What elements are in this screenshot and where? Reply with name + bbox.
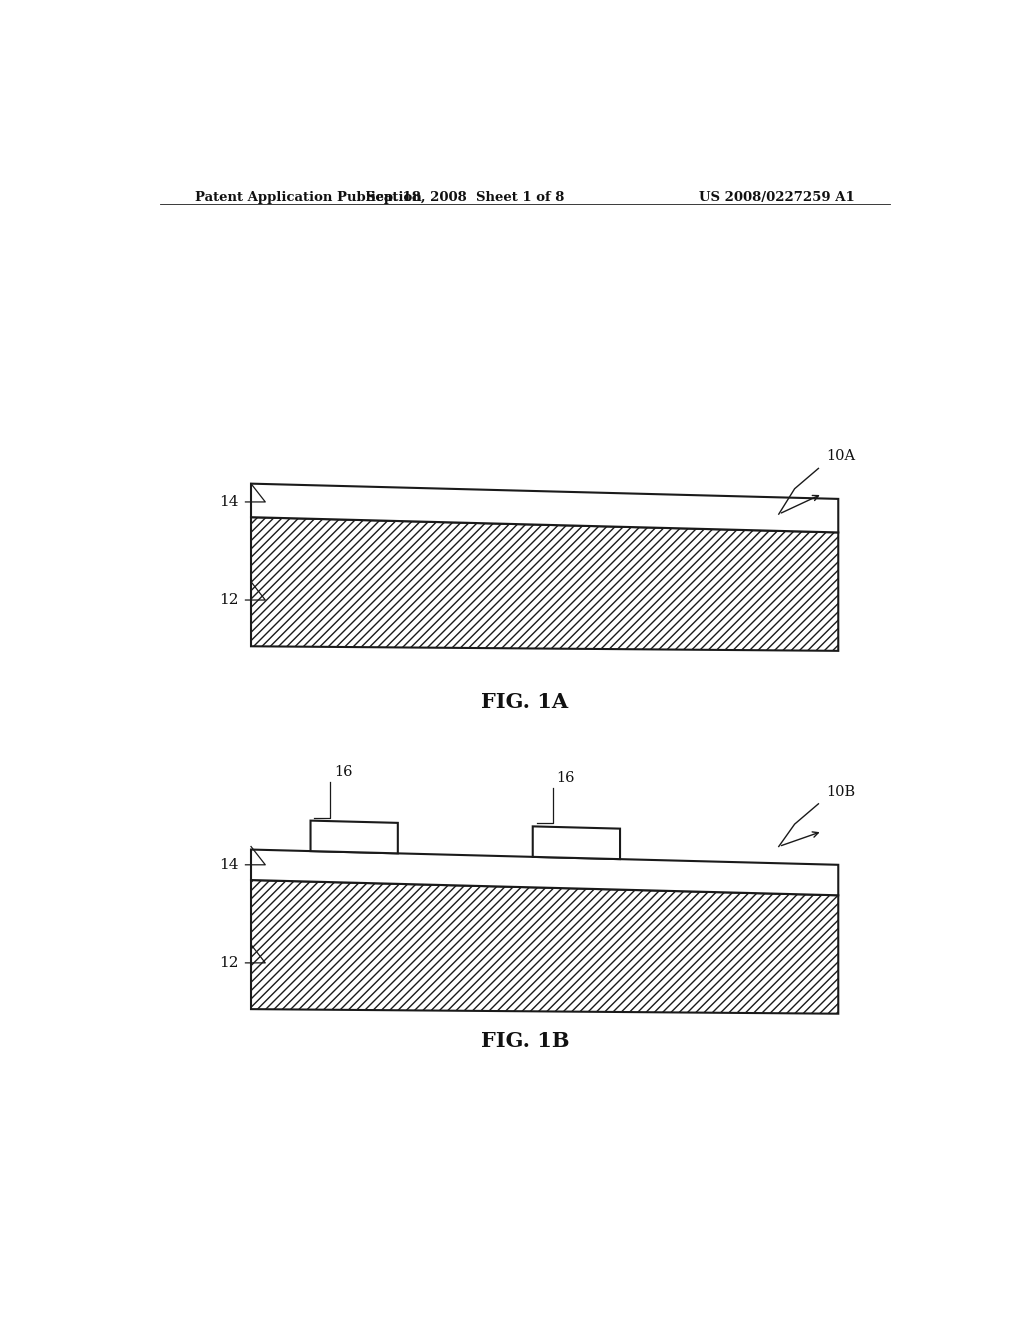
Text: 14: 14: [219, 495, 239, 510]
Text: Patent Application Publication: Patent Application Publication: [196, 191, 422, 203]
Text: 16: 16: [557, 771, 575, 784]
Text: FIG. 1B: FIG. 1B: [480, 1031, 569, 1052]
Polygon shape: [310, 821, 397, 853]
Text: 12: 12: [219, 956, 239, 970]
Text: 16: 16: [334, 764, 353, 779]
Text: 10B: 10B: [826, 784, 855, 799]
Polygon shape: [251, 880, 839, 1014]
Text: 10A: 10A: [826, 449, 855, 463]
Text: Sep. 18, 2008  Sheet 1 of 8: Sep. 18, 2008 Sheet 1 of 8: [367, 191, 564, 203]
Polygon shape: [251, 517, 839, 651]
Polygon shape: [251, 850, 839, 895]
Text: US 2008/0227259 A1: US 2008/0227259 A1: [699, 191, 855, 203]
Polygon shape: [251, 483, 839, 532]
Text: 14: 14: [219, 858, 239, 871]
Text: FIG. 1A: FIG. 1A: [481, 692, 568, 711]
Text: 12: 12: [219, 593, 239, 607]
Polygon shape: [532, 826, 620, 859]
